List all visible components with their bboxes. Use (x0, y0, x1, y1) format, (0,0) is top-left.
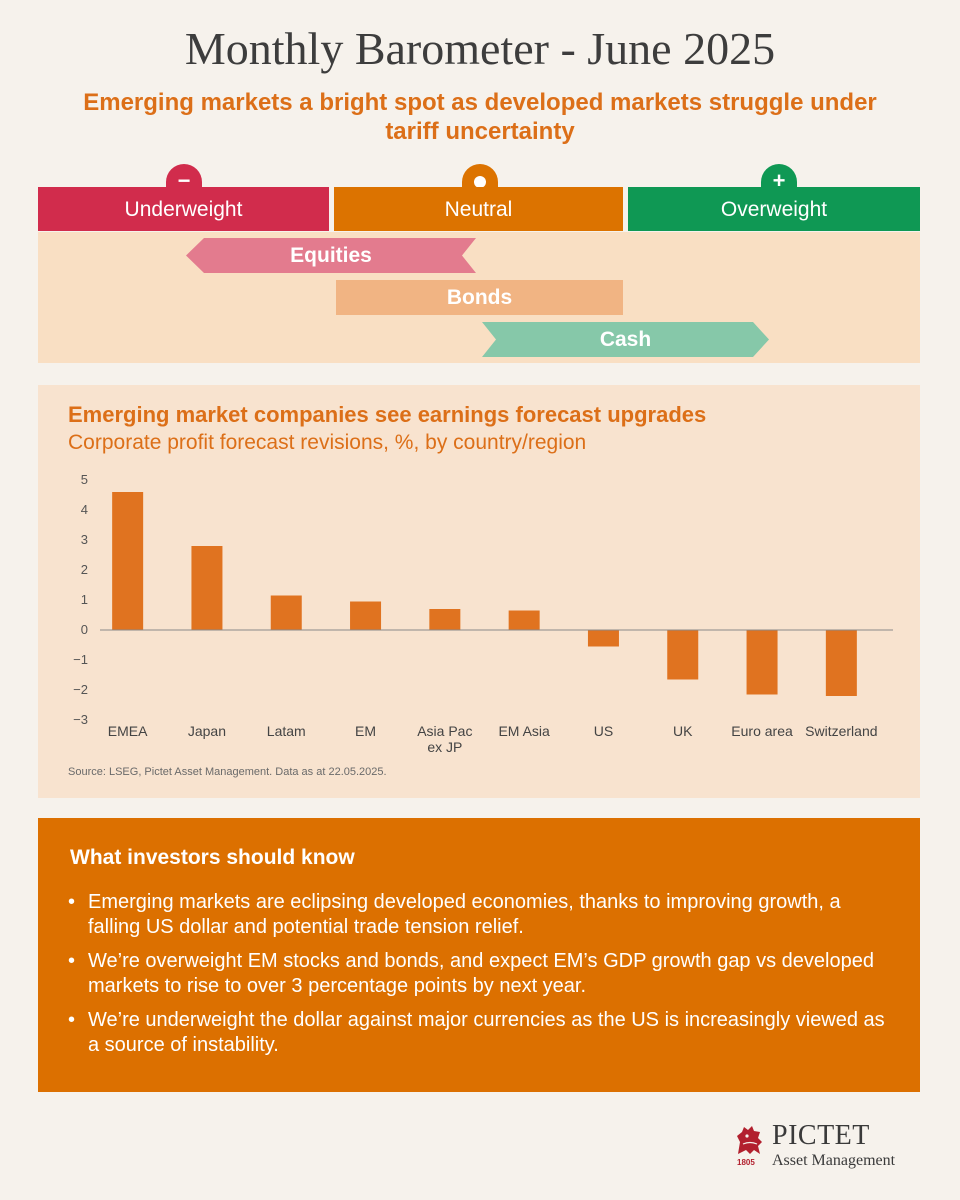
insights-title: What investors should know (70, 846, 355, 869)
logo-tagline: Asset Management (772, 1152, 896, 1169)
band-neutral: Neutral (334, 187, 623, 231)
asset-cash: Cash (482, 322, 769, 357)
insight-bullet: We’re underweight the dollar against maj… (66, 1008, 886, 1058)
lion-crest-icon (737, 1126, 762, 1154)
page-title: Monthly Barometer - June 2025 (184, 23, 776, 74)
band-overweight: Overweight (628, 187, 920, 231)
logo-year: 1805 (737, 1158, 755, 1167)
band-underweight: Underweight (38, 187, 329, 231)
asset-equities: Equities (186, 238, 476, 273)
chart-panel (38, 385, 920, 798)
pictet-logo: 1805 PICTET Asset Management (734, 1120, 934, 1172)
logo-wordmark: PICTET (772, 1120, 870, 1151)
insight-bullet: We’re overweight EM stocks and bonds, an… (66, 949, 886, 999)
chart-subtitle: Corporate profit forecast revisions, %, … (68, 431, 587, 454)
insights-list: Emerging markets are eclipsing developed… (66, 890, 886, 1067)
chart-source: Source: LSEG, Pictet Asset Management. D… (68, 766, 387, 778)
chart-title: Emerging market companies see earnings f… (68, 402, 707, 427)
asset-bonds: Bonds (336, 280, 623, 315)
insight-bullet: Emerging markets are eclipsing developed… (66, 890, 886, 940)
page-subtitle: Emerging markets a bright spot as develo… (83, 89, 877, 145)
